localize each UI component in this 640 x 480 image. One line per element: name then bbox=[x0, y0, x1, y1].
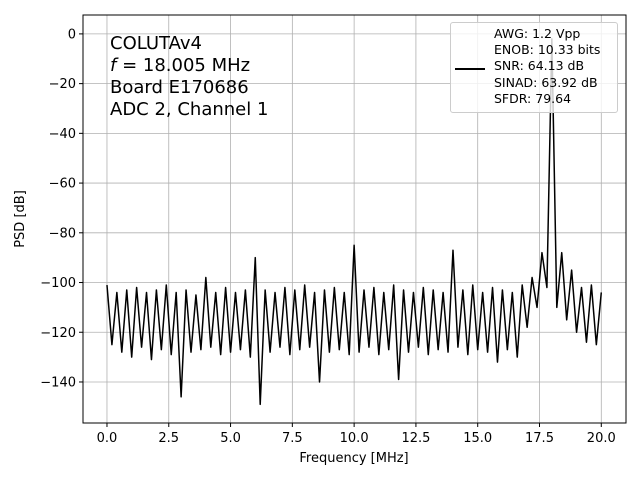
x-tick-label: 17.5 bbox=[525, 431, 554, 446]
y-tick-label: −120 bbox=[40, 326, 76, 341]
annotation-line: ADC 2, Channel 1 bbox=[110, 99, 269, 120]
annotation-line: f = 18.005 MHz bbox=[110, 55, 251, 76]
x-tick-label: 2.5 bbox=[158, 431, 179, 446]
y-tick-label: −40 bbox=[49, 127, 76, 142]
y-tick-label: −140 bbox=[40, 375, 76, 390]
y-tick-label: −20 bbox=[49, 77, 76, 92]
x-tick-label: 7.5 bbox=[282, 431, 303, 446]
x-axis-label: Frequency [MHz] bbox=[299, 451, 408, 466]
line bbox=[106, 38, 603, 406]
x-tick-label: 10.0 bbox=[340, 431, 369, 446]
x-tick-label: 12.5 bbox=[401, 431, 430, 446]
y-tick-label: −60 bbox=[49, 177, 76, 192]
legend-label: AWG: 1.2 Vpp ENOB: 10.33 bits SNR: 64.13… bbox=[494, 26, 601, 106]
plot-frame bbox=[82, 14, 627, 424]
y-axis-label: PSD [dB] bbox=[13, 190, 28, 248]
annotation-line: COLUTAv4 bbox=[110, 33, 203, 54]
x-tick-label: 0.0 bbox=[97, 431, 118, 446]
legend-line bbox=[455, 68, 485, 70]
annotation: COLUTAv4 f = 18.005 MHz Board E170686 ADC 2… bbox=[110, 33, 268, 121]
legend: AWG: 1.2 Vpp ENOB: 10.33 bits SNR: 64.13… bbox=[450, 22, 618, 113]
y-tick-label: 0 bbox=[68, 27, 76, 42]
y-tick-label: −80 bbox=[49, 226, 76, 241]
x-tick-label: 5.0 bbox=[220, 431, 241, 446]
annotation-line: Board E170686 bbox=[110, 77, 249, 98]
x-tick-label: 20.0 bbox=[587, 431, 616, 446]
y-tick-label: −100 bbox=[40, 276, 76, 291]
x-tick-label: 15.0 bbox=[463, 431, 492, 446]
